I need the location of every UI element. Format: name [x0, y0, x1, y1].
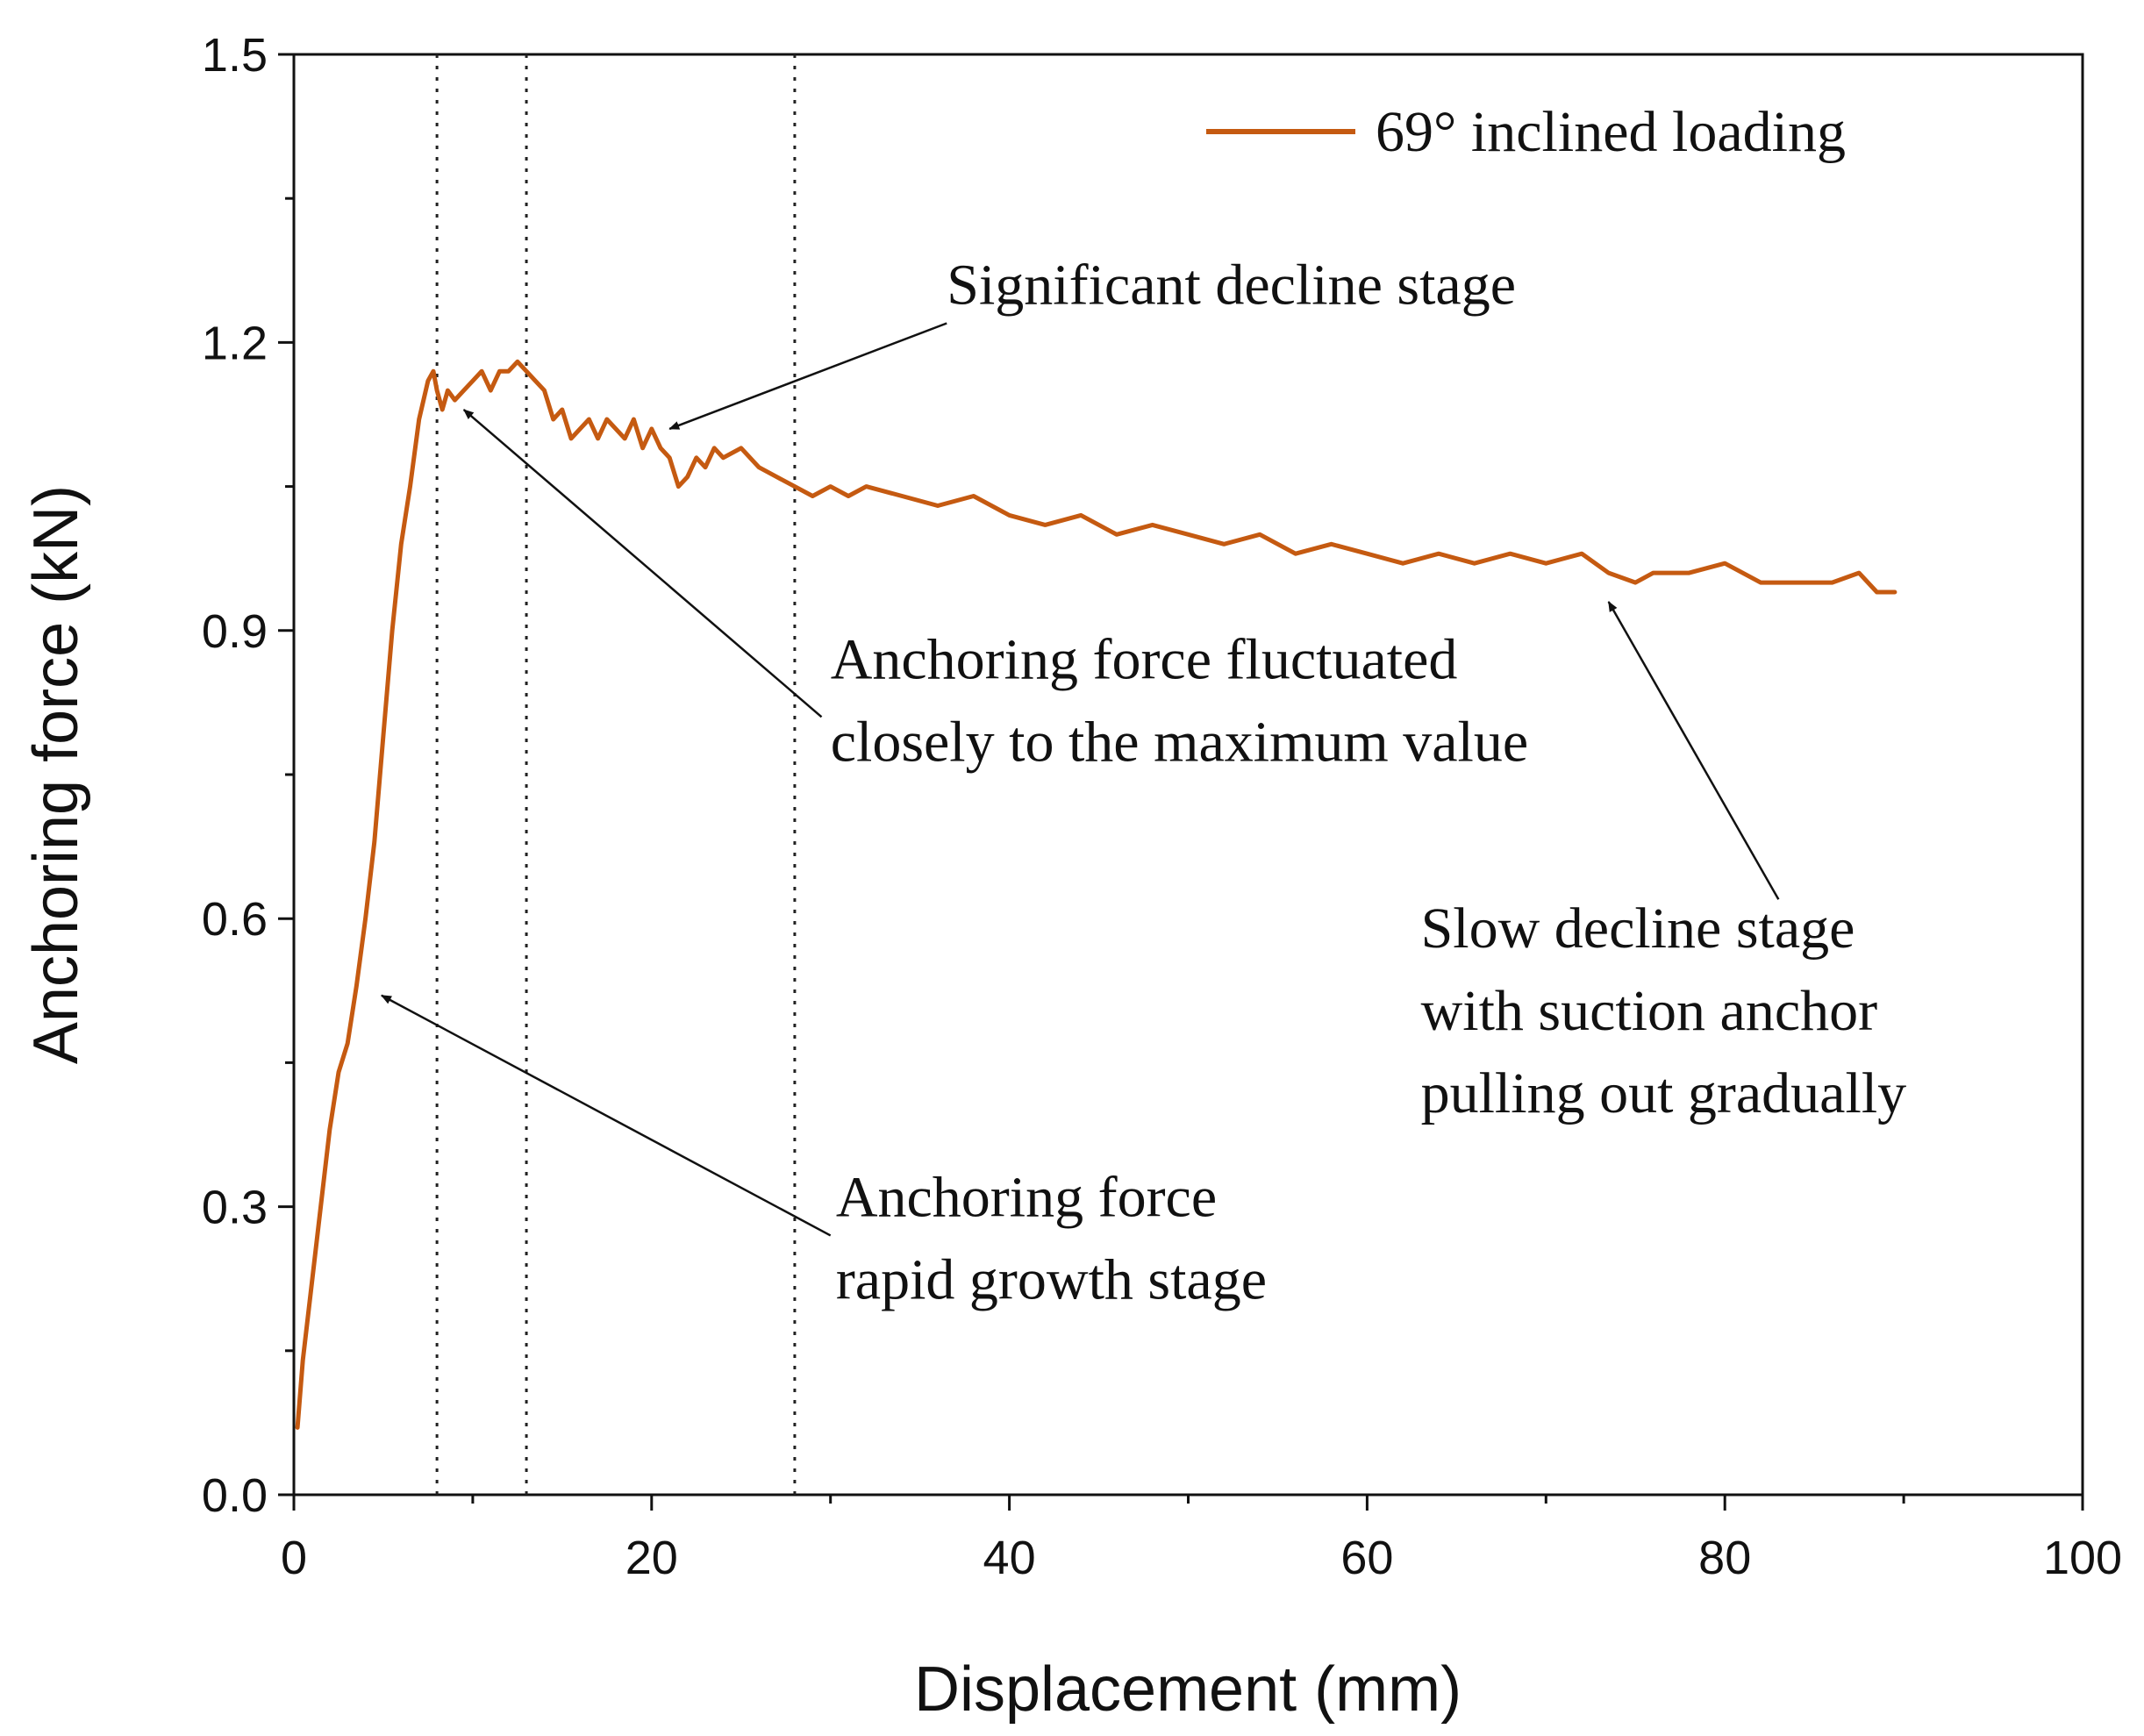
axis-ticks: 0 20 40 60 80 100 0.0 0.3 0.6 0.9 1.2 1.5 — [202, 29, 2122, 1584]
x-tick-label: 60 — [1340, 1532, 1393, 1584]
legend: 69° inclined loading — [1206, 100, 1846, 164]
annotation-arrow — [668, 322, 947, 431]
y-axis-title: Anchoring force (kN) — [21, 485, 91, 1064]
y-tick-label: 1.2 — [202, 317, 268, 369]
x-tick-label: 80 — [1698, 1532, 1751, 1584]
x-tick-label: 0 — [281, 1532, 307, 1584]
annotation-arrow — [1607, 601, 1780, 900]
annotation-arrow — [381, 994, 832, 1237]
y-tick-label: 0.6 — [202, 893, 268, 946]
annotation-arrow — [462, 409, 823, 718]
x-tick-label: 40 — [983, 1532, 1036, 1584]
annotations: Significant decline stage Anchoring force… — [381, 254, 1907, 1312]
annotation-line: closely to the maximum value — [831, 711, 1528, 775]
y-tick-label: 0.0 — [202, 1469, 268, 1522]
annotation-text: Anchoring force rapid growth stage — [836, 1166, 1267, 1312]
x-tick-label: 100 — [2043, 1532, 2122, 1584]
annotation-text: Significant decline stage — [947, 254, 1516, 318]
legend-label: 69° inclined loading — [1376, 100, 1846, 164]
annotation-line: Anchoring force fluctuated — [831, 628, 1458, 692]
annotation-line: Anchoring force — [836, 1166, 1217, 1230]
y-tick-label: 0.9 — [202, 605, 268, 658]
annotation-line: pulling out gradually — [1421, 1061, 1907, 1125]
annotation-line: Significant decline stage — [947, 254, 1516, 318]
annotation-text: Slow decline stage with suction anchor pul… — [1421, 897, 1907, 1125]
annotation-line: with suction anchor — [1421, 979, 1878, 1043]
y-tick-label: 0.3 — [202, 1182, 268, 1234]
x-tick-label: 20 — [625, 1532, 678, 1584]
y-tick-label: 1.5 — [202, 29, 268, 82]
annotation-text: Anchoring force fluctuated closely to the… — [831, 628, 1528, 775]
series-line — [295, 359, 1897, 1430]
data-series — [295, 359, 1897, 1430]
stage-divider-lines — [435, 54, 797, 1495]
annotation-line: Slow decline stage — [1421, 897, 1855, 961]
x-axis-title: Displacement (mm) — [914, 1654, 1461, 1725]
annotation-line: rapid growth stage — [836, 1248, 1267, 1312]
